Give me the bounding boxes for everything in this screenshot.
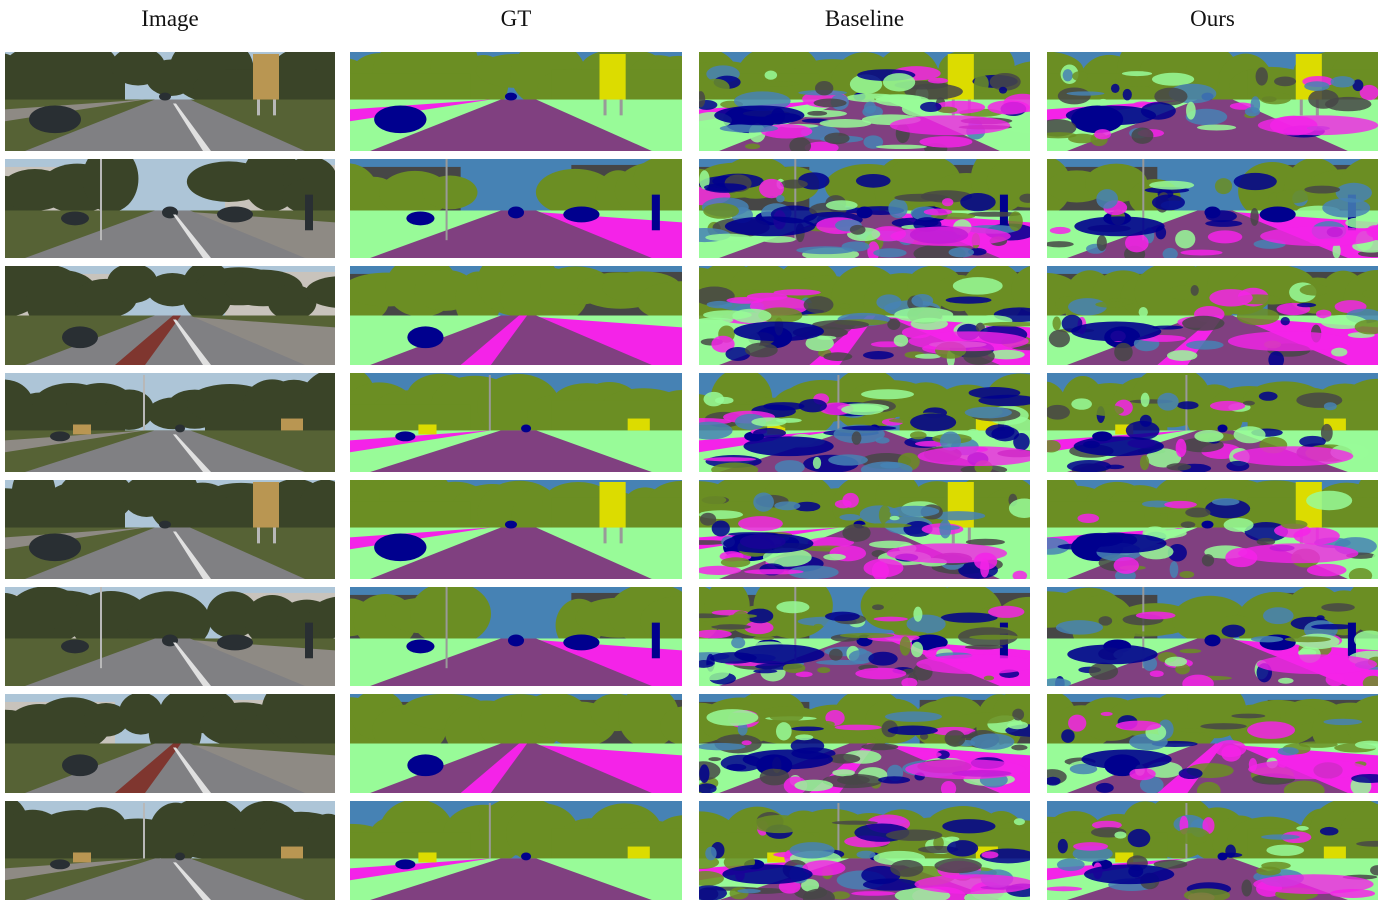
gt-tile-row-8 bbox=[350, 801, 682, 900]
baseline-tile-row-2 bbox=[699, 159, 1030, 258]
gt-tile-row-7 bbox=[350, 694, 682, 793]
baseline-tile-row-8 bbox=[699, 801, 1030, 900]
baseline-tile-row-4 bbox=[699, 373, 1030, 472]
gt-tile-row-2 bbox=[350, 159, 682, 258]
baseline-tile-row-6 bbox=[699, 587, 1030, 686]
baseline-tile-row-7 bbox=[699, 694, 1030, 793]
column-header-ours: Ours bbox=[1190, 6, 1235, 31]
image-tile-row-5 bbox=[5, 480, 335, 579]
gt-tile-row-3 bbox=[350, 266, 682, 365]
gt-tile-row-1 bbox=[350, 52, 682, 151]
baseline-tile-row-3 bbox=[699, 266, 1030, 365]
image-tile-row-8 bbox=[5, 801, 335, 900]
ours-tile-row-6 bbox=[1047, 587, 1378, 686]
ours-tile-row-8 bbox=[1047, 801, 1378, 900]
baseline-tile-row-5 bbox=[699, 480, 1030, 579]
ours-tile-row-2 bbox=[1047, 159, 1378, 258]
ours-tile-row-4 bbox=[1047, 373, 1378, 472]
baseline-tile-row-1 bbox=[699, 52, 1030, 151]
image-tile-row-3 bbox=[5, 266, 335, 365]
column-header-gt: GT bbox=[500, 6, 532, 31]
ours-tile-row-1 bbox=[1047, 52, 1378, 151]
gt-tile-row-4 bbox=[350, 373, 682, 472]
ours-tile-row-3 bbox=[1047, 266, 1378, 365]
image-tile-row-1 bbox=[5, 52, 335, 151]
image-tile-row-7 bbox=[5, 694, 335, 793]
column-header-baseline: Baseline bbox=[824, 6, 905, 31]
image-tile-row-2 bbox=[5, 159, 335, 258]
image-tile-row-4 bbox=[5, 373, 335, 472]
gt-tile-row-5 bbox=[350, 480, 682, 579]
ours-tile-row-5 bbox=[1047, 480, 1378, 579]
column-header-image: Image bbox=[141, 6, 199, 31]
ours-tile-row-7 bbox=[1047, 694, 1378, 793]
image-tile-row-6 bbox=[5, 587, 335, 686]
gt-tile-row-6 bbox=[350, 587, 682, 686]
